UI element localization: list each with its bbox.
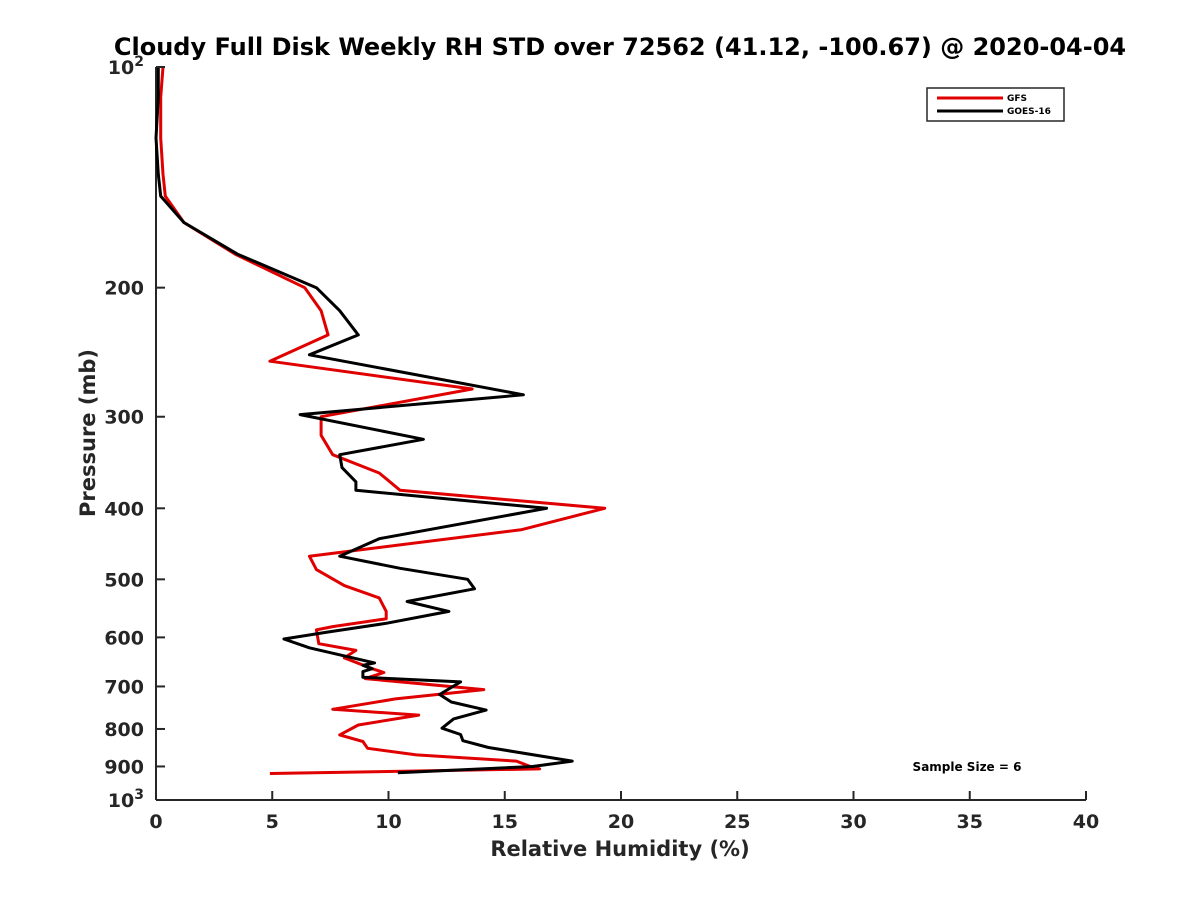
x-tick-label: 30 xyxy=(840,811,866,833)
x-tick-label: 35 xyxy=(957,811,983,833)
legend-entry: GOES-16 xyxy=(1007,107,1051,117)
x-tick-label: 20 xyxy=(608,811,634,833)
x-tick-label: 0 xyxy=(149,811,162,833)
legend-entry: GFS xyxy=(1007,94,1027,104)
plot-area xyxy=(155,67,1086,801)
series-line-gfs xyxy=(159,66,607,775)
y-tick-label: 600 xyxy=(104,627,144,649)
chart-title: Cloudy Full Disk Weekly RH STD over 7256… xyxy=(114,33,1126,61)
x-tick-label: 25 xyxy=(724,811,750,833)
y-tick-label: 102 xyxy=(108,54,144,79)
y-tick-label: 500 xyxy=(104,569,144,591)
y-tick-label: 900 xyxy=(104,756,144,778)
series-line-goes-16 xyxy=(154,67,574,775)
y-tick-label: 800 xyxy=(104,719,144,741)
series-layer xyxy=(154,66,607,775)
y-axis-label: Pressure (mb) xyxy=(76,349,100,517)
sample-size-annotation: Sample Size = 6 xyxy=(913,760,1022,774)
y-tick-label: 103 xyxy=(108,787,144,812)
legend: GFS GOES-16 xyxy=(926,87,1065,122)
y-tick-label: 400 xyxy=(104,498,144,520)
x-tick-label: 10 xyxy=(375,811,401,833)
y-tick-label: 300 xyxy=(104,407,144,429)
y-tick-label: 200 xyxy=(104,278,144,300)
x-tick-label: 5 xyxy=(266,811,279,833)
x-axis-label: Relative Humidity (%) xyxy=(490,837,749,861)
x-tick-label: 40 xyxy=(1073,811,1099,833)
x-tick-label: 15 xyxy=(492,811,518,833)
legend-box xyxy=(926,87,1065,122)
axis-ticks: 0 5 10 15 20 25 30 35 40 102 200 300 400 500 600 700 800… xyxy=(104,54,1099,833)
y-tick-label: 700 xyxy=(104,676,144,698)
